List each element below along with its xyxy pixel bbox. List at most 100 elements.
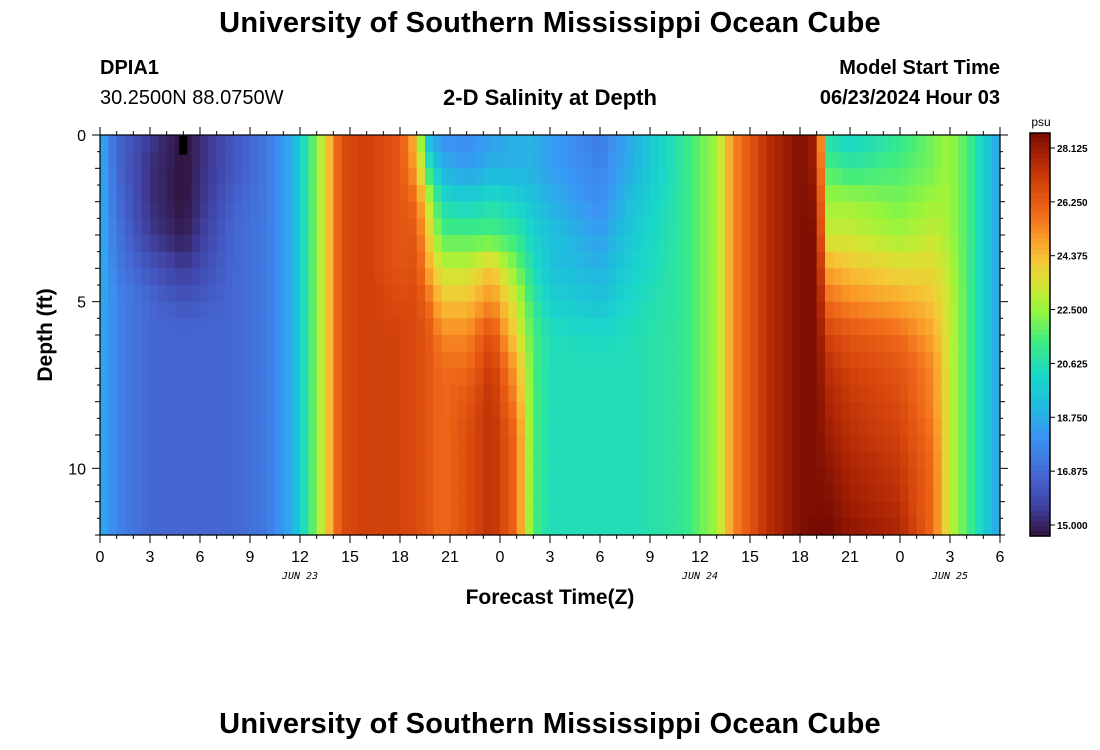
heatmap-cell	[266, 468, 276, 486]
heatmap-cell	[533, 185, 543, 203]
heatmap-cell	[675, 335, 684, 353]
heatmap-cell	[991, 518, 1001, 536]
heatmap-cell	[358, 285, 368, 303]
heatmap-cell	[458, 151, 468, 169]
heatmap-cell	[775, 501, 784, 519]
date-label: JUN 24	[681, 571, 718, 582]
heatmap-cell	[100, 501, 109, 519]
heatmap-cell	[816, 235, 826, 253]
heatmap-cell	[875, 301, 884, 319]
heatmap-cell	[350, 135, 359, 153]
heatmap-cell	[791, 418, 801, 436]
heatmap-cell	[691, 385, 701, 403]
heatmap-cell	[166, 235, 176, 253]
heatmap-cell	[166, 151, 176, 169]
heatmap-cell	[550, 401, 559, 419]
heatmap-cell	[666, 151, 676, 169]
heatmap-cell	[966, 168, 976, 186]
heatmap-cell	[208, 401, 218, 419]
heatmap-cell	[216, 185, 226, 203]
heatmap-cell	[291, 135, 301, 153]
heatmap-cell	[616, 335, 626, 353]
heatmap-cell	[808, 185, 818, 203]
heatmap-cell	[358, 401, 368, 419]
heatmap-cell	[600, 485, 609, 503]
heatmap-cell	[433, 235, 443, 253]
heatmap-cell	[316, 135, 326, 153]
heatmap-cell	[825, 151, 834, 169]
heatmap-cell	[216, 251, 226, 269]
heatmap-cell	[866, 185, 876, 203]
heatmap-cell	[733, 135, 743, 153]
heatmap-cell	[733, 435, 743, 453]
heatmap-cell	[683, 285, 693, 303]
heatmap-cell	[600, 385, 609, 403]
heatmap-cell	[300, 285, 309, 303]
heatmap-cell	[758, 185, 768, 203]
heatmap-cell	[233, 218, 243, 236]
heatmap-cell	[666, 451, 676, 469]
heatmap-cell	[716, 501, 726, 519]
heatmap-cell	[183, 485, 193, 503]
heatmap-cell	[450, 451, 459, 469]
heatmap-cell	[533, 501, 543, 519]
heatmap-cell	[625, 301, 634, 319]
heatmap-cell	[983, 301, 993, 319]
heatmap-cell	[558, 135, 568, 153]
heatmap-cell	[875, 201, 884, 219]
heatmap-cell	[441, 451, 451, 469]
colorbar-segment	[1030, 364, 1050, 371]
heatmap-cell	[575, 168, 584, 186]
heatmap-cell	[675, 285, 684, 303]
heatmap-cell	[150, 268, 159, 286]
heatmap-cell	[358, 385, 368, 403]
heatmap-cell	[475, 401, 484, 419]
heatmap-cell	[675, 518, 684, 536]
heatmap-cell	[633, 485, 643, 503]
heatmap-cell	[883, 485, 893, 503]
heatmap-cell	[108, 501, 118, 519]
heatmap-cell	[225, 185, 234, 203]
date-label: JUN 23	[281, 571, 318, 582]
heatmap-cell	[775, 418, 784, 436]
heatmap-cell	[450, 268, 459, 286]
heatmap-cell	[608, 285, 618, 303]
heatmap-cell	[433, 301, 443, 319]
heatmap-cell	[666, 135, 676, 153]
heatmap-cell	[200, 401, 209, 419]
heatmap-cell	[258, 218, 268, 236]
heatmap-cell	[808, 401, 818, 419]
heatmap-cell	[283, 401, 293, 419]
heatmap-cell	[866, 351, 876, 369]
heatmap-cell	[525, 335, 534, 353]
heatmap-cell	[150, 401, 159, 419]
heatmap-cell	[591, 235, 601, 253]
heatmap-cell	[666, 168, 676, 186]
heatmap-cell	[925, 335, 934, 353]
heatmap-cell	[475, 168, 484, 186]
colorbar-tick-label: 16.875	[1057, 467, 1088, 478]
heatmap-cell	[583, 268, 593, 286]
heatmap-cell	[391, 318, 401, 336]
heatmap-cell	[683, 451, 693, 469]
heatmap-cell	[966, 501, 976, 519]
heatmap-cell	[650, 385, 659, 403]
heatmap-cell	[700, 201, 709, 219]
heatmap-cell	[333, 435, 343, 453]
heatmap-cell	[791, 385, 801, 403]
heatmap-cell	[750, 135, 759, 153]
heatmap-cell	[833, 185, 843, 203]
heatmap-cell	[991, 185, 1001, 203]
heatmap-cell	[275, 218, 284, 236]
heatmap-cell	[575, 335, 584, 353]
heatmap-cell	[916, 135, 926, 153]
heatmap-cell	[616, 451, 626, 469]
heatmap-cell	[966, 451, 976, 469]
heatmap-cell	[325, 335, 334, 353]
colorbar-segment	[1030, 213, 1050, 220]
heatmap-cell	[300, 318, 309, 336]
heatmap-cell	[558, 518, 568, 536]
heatmap-cell	[383, 351, 393, 369]
heatmap-cell	[150, 251, 159, 269]
heatmap-cell	[341, 268, 351, 286]
